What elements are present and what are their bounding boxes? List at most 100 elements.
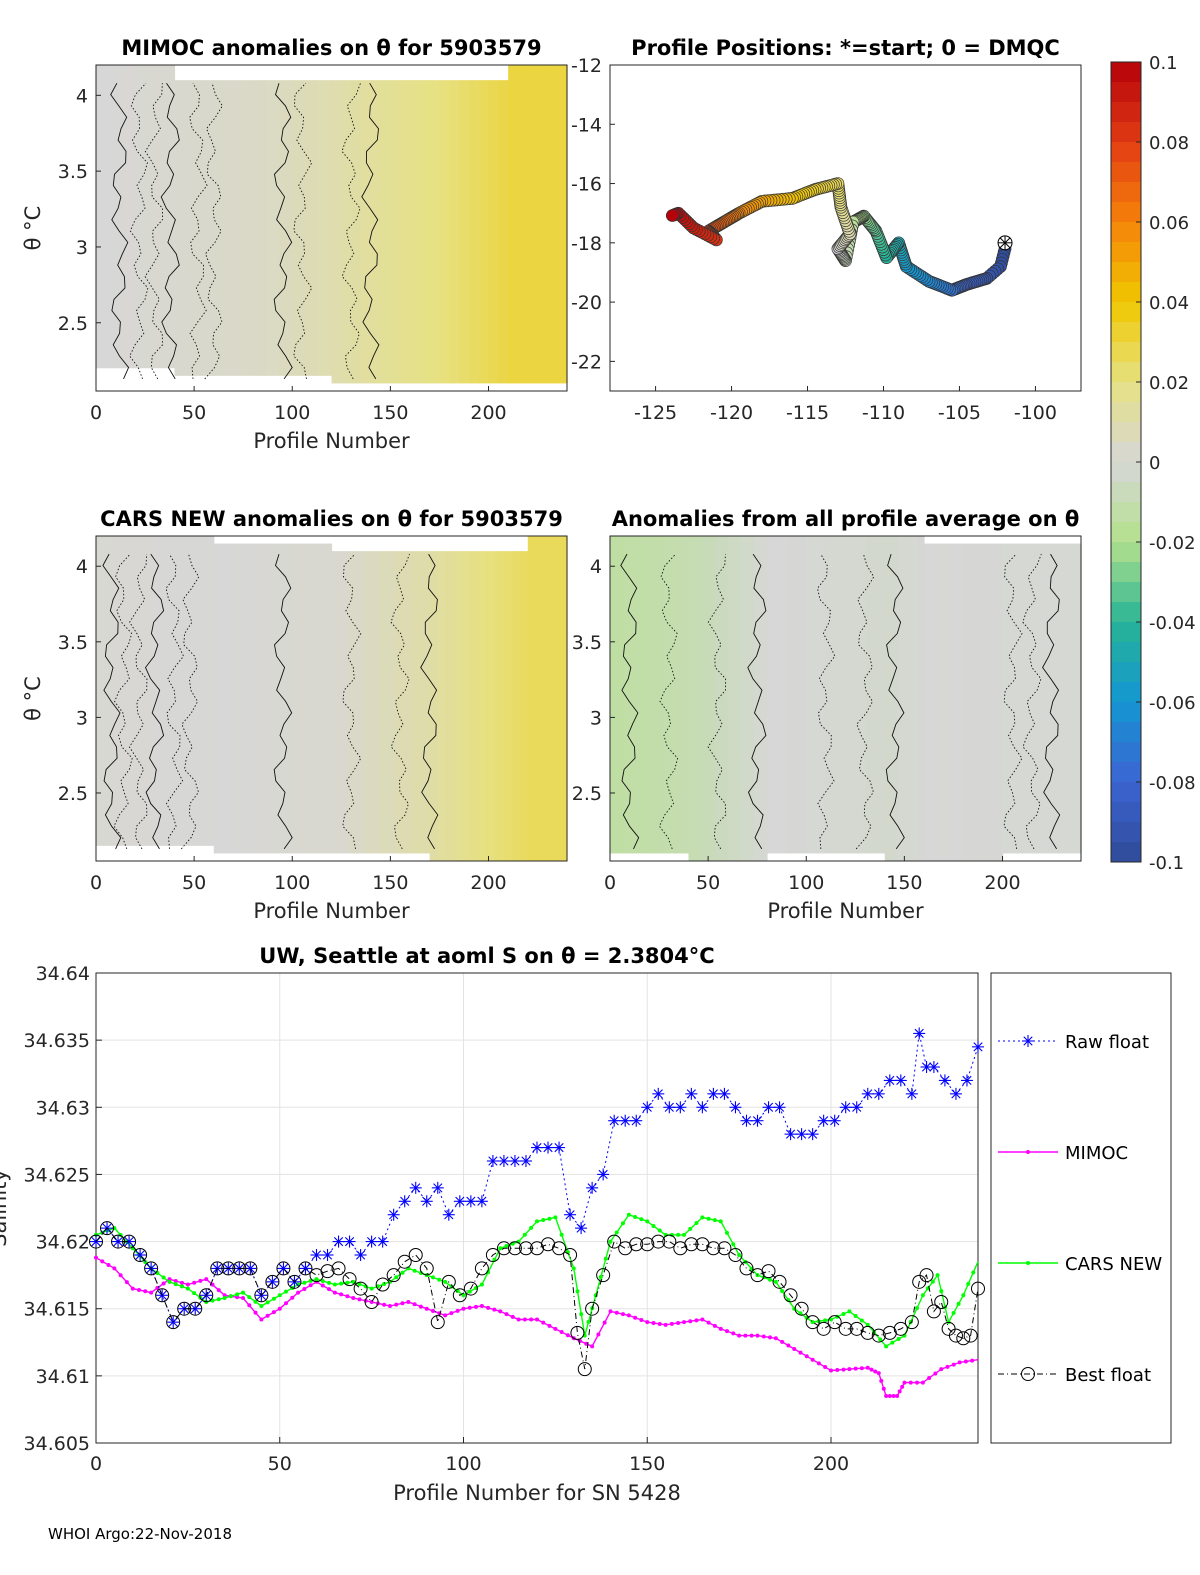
circle-marker (926, 1304, 941, 1319)
heat-cell (351, 80, 362, 384)
dot-marker (204, 1277, 209, 1282)
dot-marker (437, 1277, 442, 1282)
star-marker (565, 1210, 575, 1220)
star-marker (940, 1075, 950, 1086)
dot-marker (575, 1289, 580, 1294)
dot-marker (424, 1306, 429, 1311)
star-marker (664, 1102, 674, 1112)
dot-marker (682, 1320, 686, 1325)
panel-title: Profile Positions: *=start; 0 = DMQC (631, 36, 1060, 60)
dot-marker (884, 1394, 889, 1398)
dot-marker (290, 1295, 295, 1300)
heat-cell (445, 551, 455, 861)
dot-marker (810, 1357, 815, 1362)
contour-line (129, 82, 149, 380)
star-marker (763, 1102, 774, 1112)
colorbar-cell (1111, 702, 1141, 723)
dot-marker (412, 1302, 417, 1307)
star-marker (863, 1089, 873, 1099)
star-marker (543, 1142, 553, 1153)
heat-cell (109, 65, 123, 369)
heat-cell (239, 80, 254, 376)
dot-marker (443, 1313, 448, 1318)
dot-marker (314, 1277, 319, 1282)
dot-marker (881, 1386, 886, 1391)
heat-cell (845, 536, 866, 854)
dot-marker (394, 1302, 399, 1307)
dot-marker (645, 1219, 650, 1224)
circle-marker (728, 1248, 743, 1262)
star-marker (124, 1236, 134, 1247)
dot-marker (933, 1371, 938, 1376)
axes-cars: 0 50 100 150 200 2.5 3 3.5 4 Profile Number θ °C CA… (21, 507, 568, 923)
dot-marker (118, 1273, 123, 1278)
dot-marker (467, 1305, 472, 1310)
heat-cell (478, 551, 488, 861)
dot-marker (945, 1364, 950, 1369)
axes-salinity: 0 50 100 150 200 34.605 34.61 34.615 34.62 34.625… (0, 944, 985, 1505)
colorbar-cell (1111, 782, 1141, 803)
dot-marker (676, 1232, 681, 1237)
colorbar-cell (1111, 202, 1141, 223)
dot-marker (694, 1318, 699, 1323)
heat-cell (437, 551, 447, 861)
dot-marker (449, 1311, 454, 1316)
axes-allavg: 0 50 100 150 200 2.5 3 3.5 4 Profile Number Anomal… (572, 507, 1082, 923)
dot-marker (847, 1309, 852, 1314)
star-marker (510, 1156, 520, 1166)
colorbar-cell (1111, 62, 1141, 83)
dot-marker (939, 1367, 944, 1372)
star-marker (830, 1116, 840, 1126)
dot-marker (920, 1293, 925, 1298)
colorbar-tick-label: 0.08 (1149, 133, 1189, 154)
star-marker (686, 1089, 696, 1099)
dot-marker (412, 1268, 417, 1273)
dot-marker (590, 1344, 595, 1349)
circle-marker (463, 1281, 478, 1296)
star-marker (929, 1062, 939, 1072)
colorbar-cell (1111, 622, 1141, 643)
dot-marker (339, 1281, 344, 1286)
dot-marker (957, 1360, 962, 1365)
dot-marker (486, 1305, 491, 1310)
heat-cell (503, 551, 512, 861)
dot-marker (143, 1289, 148, 1294)
start-star-ray (999, 237, 1011, 249)
dot-marker (816, 1361, 821, 1366)
dot-marker (971, 1270, 976, 1275)
star-marker (1023, 1036, 1033, 1046)
circle-marker (706, 1241, 721, 1256)
heat-cell (495, 551, 504, 861)
dot-marker (914, 1380, 919, 1385)
heat-cell (292, 543, 313, 854)
heat-cell (396, 551, 414, 854)
heat-cell (924, 543, 938, 861)
circle-marker (838, 1321, 853, 1336)
series-raw-float (90, 1027, 984, 1329)
circle-marker (805, 1315, 820, 1330)
dot-marker (798, 1311, 803, 1316)
dot-marker (914, 1306, 919, 1311)
heat-cell (370, 80, 382, 384)
contour-line (180, 553, 200, 850)
dot-marker (253, 1310, 258, 1315)
dot-marker (136, 1287, 141, 1292)
heat-cell (511, 551, 521, 861)
circle-marker (816, 1321, 831, 1336)
colorbar-cell (1111, 822, 1141, 843)
star-marker (333, 1236, 344, 1247)
dot-marker (773, 1279, 778, 1284)
circle-marker (496, 1241, 511, 1256)
circle-marker (221, 1261, 236, 1276)
colorbar-cell (1111, 122, 1141, 143)
dot-marker (859, 1366, 864, 1371)
heat-cell (688, 536, 703, 861)
circle-marker (89, 1234, 103, 1249)
series-cars-new (94, 1212, 979, 1349)
dot-marker (535, 1317, 539, 1322)
heat-cell (547, 536, 555, 861)
dot-marker (853, 1313, 858, 1318)
colorbar-cell (1111, 742, 1141, 763)
y-tick-label: 34.635 (24, 1030, 90, 1052)
dot-marker (676, 1321, 681, 1326)
